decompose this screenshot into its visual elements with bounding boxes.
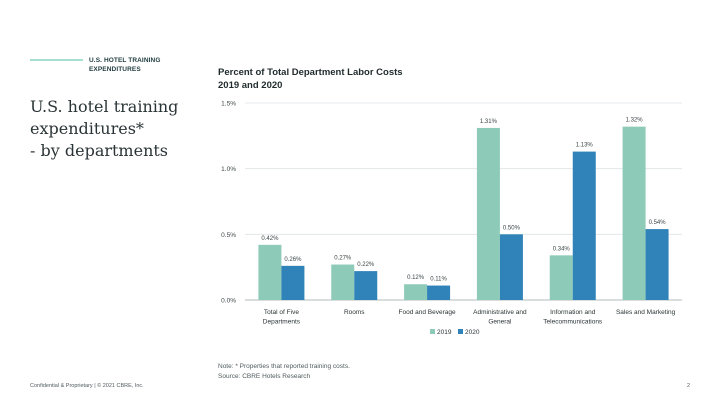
- data-label: 0.50%: [503, 225, 521, 231]
- data-label: 0.42%: [261, 236, 279, 242]
- footnote-note: Note: * Properties that reported trainin…: [218, 363, 350, 370]
- legend-swatch-2020: [458, 329, 463, 334]
- bar-2019: [549, 255, 573, 300]
- bar-2019: [476, 127, 500, 300]
- footnote-source: Source: CBRE Hotels Research: [218, 373, 311, 380]
- bar-2020: [281, 265, 305, 300]
- slide-title-line3: - by departments: [30, 141, 169, 160]
- y-tick-label: 1.0%: [221, 166, 236, 173]
- y-tick-label: 0.0%: [221, 298, 236, 305]
- x-tick-label: Food and Beverage: [399, 309, 456, 316]
- data-label: 1.31%: [480, 119, 498, 125]
- y-tick-label: 0.5%: [221, 232, 236, 239]
- bar-2020: [645, 229, 669, 300]
- legend-label: 2019: [437, 329, 452, 336]
- chart-title: Percent of Total Department Labor Costs …: [218, 66, 518, 92]
- data-label: 1.32%: [626, 118, 644, 124]
- section-label: U.S. HOTEL TRAINING EXPENDITURES: [89, 56, 189, 74]
- bar-2020: [354, 271, 378, 300]
- x-tick-label: Information and: [550, 309, 596, 316]
- y-tick-label: 1.5%: [221, 101, 236, 108]
- legend-swatch-2019: [430, 329, 435, 334]
- x-tick-label: Rooms: [344, 309, 365, 316]
- slide-title-line2: expenditures*: [30, 119, 144, 138]
- data-label: 0.27%: [334, 256, 352, 262]
- data-label: 0.54%: [649, 220, 667, 226]
- bar-2020: [427, 285, 451, 300]
- section-label-line1: U.S. HOTEL TRAINING: [89, 57, 161, 64]
- x-tick-label: General: [488, 319, 512, 326]
- chart-title-line1: Percent of Total Department Labor Costs: [218, 67, 403, 78]
- accent-line: [30, 59, 83, 61]
- bar-2019: [622, 126, 646, 300]
- data-label: 1.13%: [576, 143, 594, 149]
- data-label: 0.11%: [430, 277, 447, 283]
- slide-title: U.S. hotel training expenditures* - by d…: [30, 96, 200, 162]
- x-tick-label: Total of Five: [264, 309, 299, 316]
- bar-2019: [404, 284, 428, 300]
- bar-2020: [499, 234, 523, 300]
- slide-title-line1: U.S. hotel training: [30, 97, 179, 116]
- x-tick-label: Departments: [263, 319, 301, 326]
- x-tick-label: Telecommunications: [543, 319, 603, 326]
- bar-2019: [258, 244, 282, 300]
- bar-2019: [331, 264, 355, 300]
- bar-2020: [572, 151, 596, 300]
- data-label: 0.26%: [284, 257, 302, 263]
- section-label-line2: EXPENDITURES: [89, 66, 141, 73]
- chart-title-line2: 2019 and 2020: [218, 80, 283, 91]
- x-tick-label: Administrative and: [473, 309, 527, 316]
- legend-label: 2020: [465, 329, 480, 336]
- data-label: 0.22%: [357, 262, 375, 268]
- footnote: Note: * Properties that reported trainin…: [218, 362, 350, 382]
- x-tick-label: Sales and Marketing: [616, 309, 676, 316]
- data-label: 0.34%: [553, 246, 571, 252]
- footer-copyright: Confidential & Proprietary | © 2021 CBRE…: [30, 383, 144, 389]
- footer-page-number: 2: [686, 383, 690, 389]
- data-label: 0.12%: [407, 275, 425, 281]
